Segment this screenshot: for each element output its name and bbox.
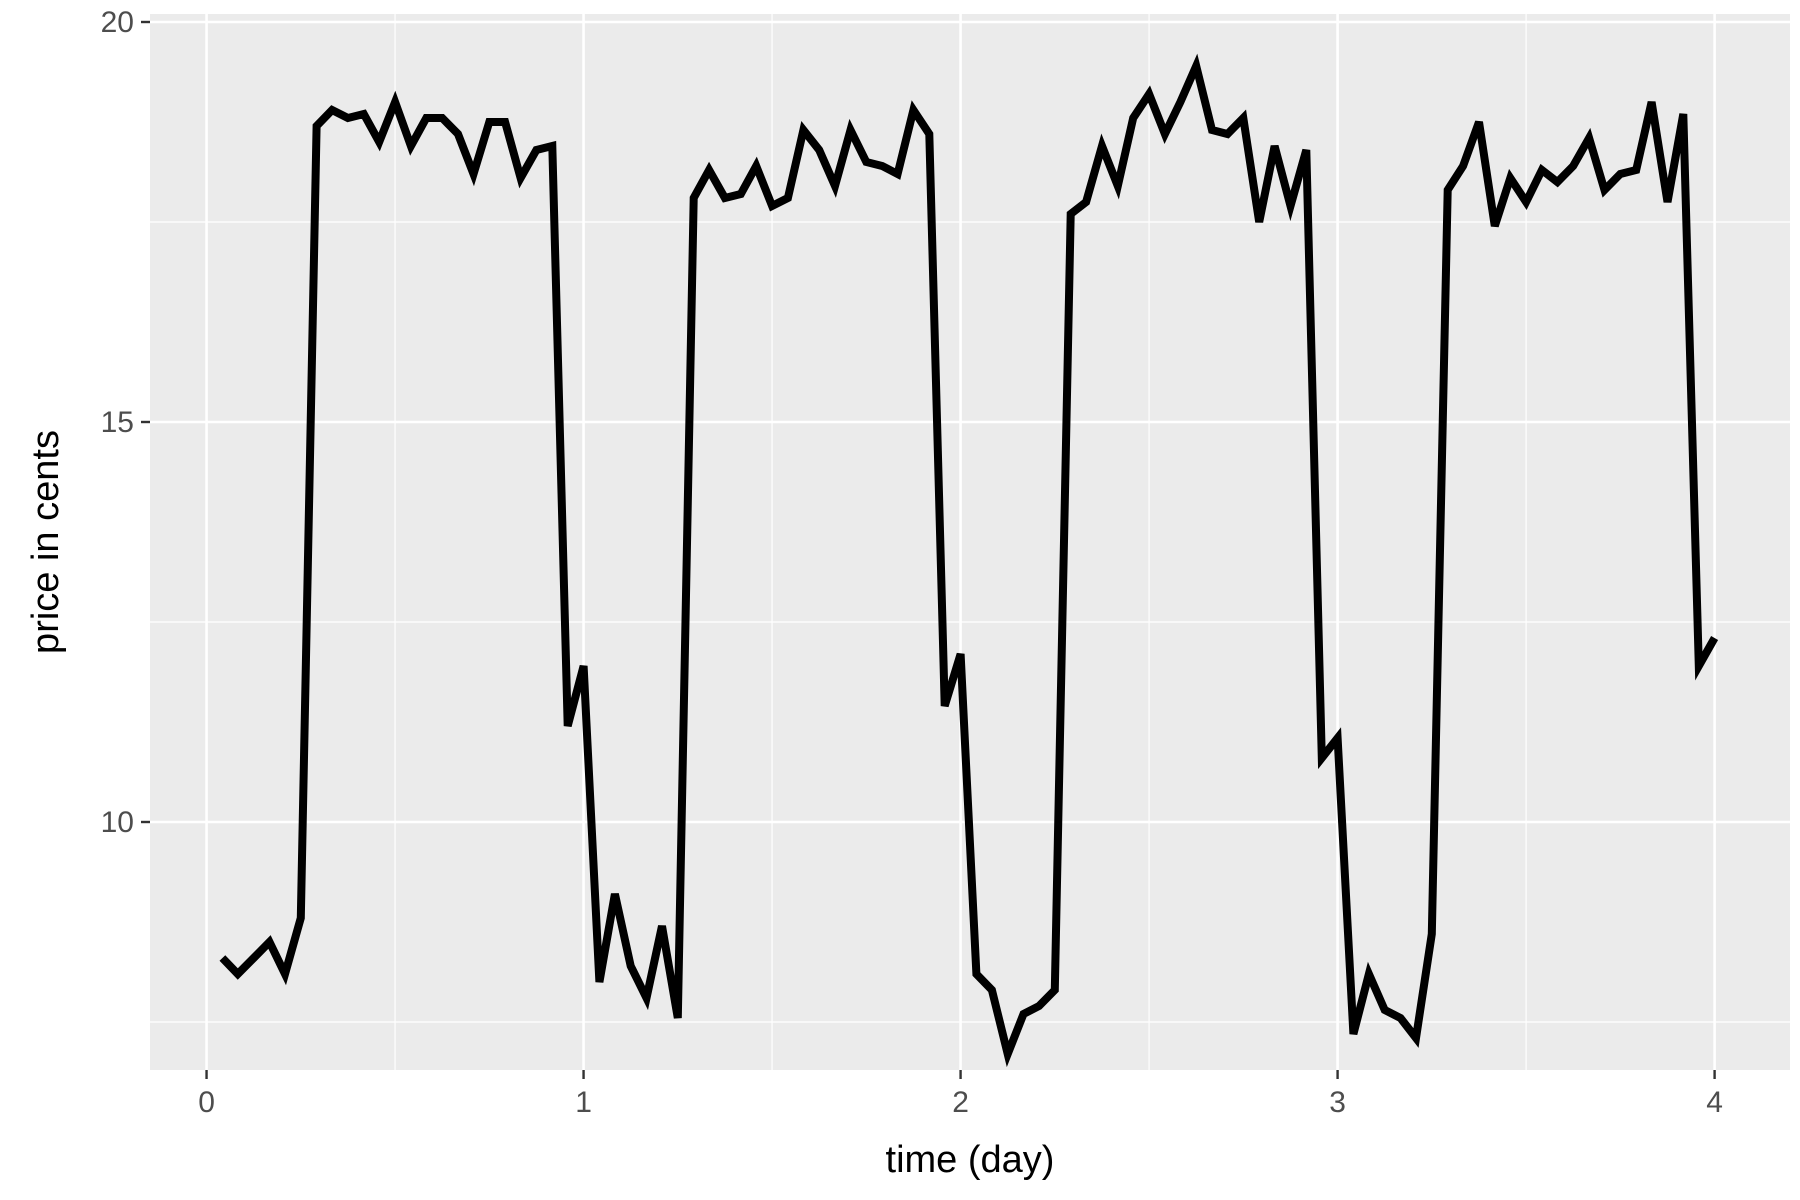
major-gridlines (150, 14, 1790, 1070)
x-tick-label: 0 (198, 1086, 215, 1119)
y-tick-label: 15 (101, 406, 134, 439)
y-tick-label: 20 (101, 6, 134, 39)
x-axis-title: time (day) (886, 1139, 1055, 1181)
minor-gridlines (150, 14, 1790, 1070)
x-tick-label: 2 (952, 1086, 969, 1119)
x-tick-label: 3 (1329, 1086, 1346, 1119)
y-tick-label: 10 (101, 806, 134, 839)
x-axis: 0 1 2 3 4 (198, 1070, 1723, 1119)
y-axis: 10 15 20 (101, 6, 150, 839)
y-axis-title: price in cents (25, 430, 67, 654)
x-tick-label: 1 (575, 1086, 592, 1119)
price-line (219, 53, 1719, 1068)
x-tick-label: 4 (1706, 1086, 1723, 1119)
